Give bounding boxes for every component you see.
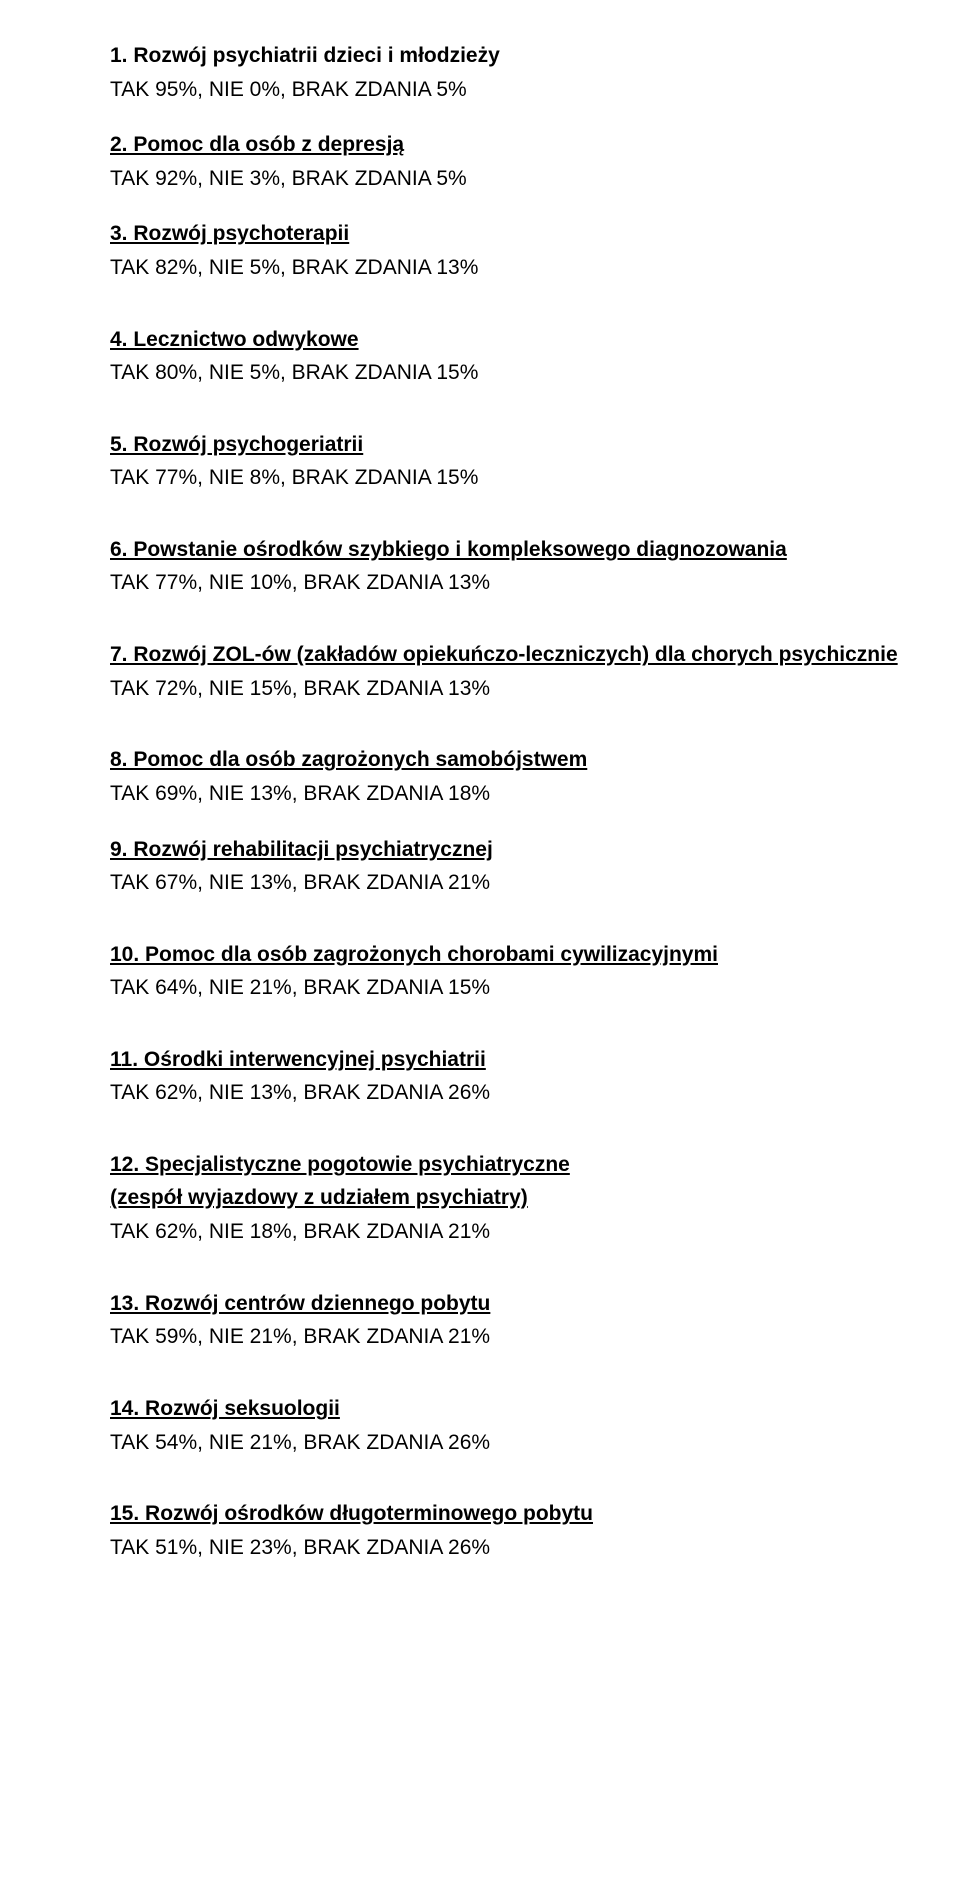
item-heading: 10. Pomoc dla osób zagrożonych chorobami… [110, 939, 900, 971]
survey-item: 10. Pomoc dla osób zagrożonych chorobami… [110, 939, 900, 1006]
item-stats: TAK 82%, NIE 5%, BRAK ZDANIA 13% [110, 250, 900, 286]
survey-item: 12. Specjalistyczne pogotowie psychiatry… [110, 1149, 900, 1250]
item-stats: TAK 95%, NIE 0%, BRAK ZDANIA 5% [110, 72, 900, 108]
item-heading: 7. Rozwój ZOL-ów (zakładów opiekuńczo-le… [110, 639, 900, 671]
survey-item: 6. Powstanie ośrodków szybkiego i komple… [110, 534, 900, 601]
item-stats: TAK 51%, NIE 23%, BRAK ZDANIA 26% [110, 1530, 900, 1566]
item-heading: 3. Rozwój psychoterapii [110, 218, 900, 250]
survey-item: 11. Ośrodki interwencyjnej psychiatriiTA… [110, 1044, 900, 1111]
survey-item: 1. Rozwój psychiatrii dzieci i młodzieży… [110, 40, 900, 107]
item-stats: TAK 77%, NIE 10%, BRAK ZDANIA 13% [110, 565, 900, 601]
item-stats: TAK 62%, NIE 18%, BRAK ZDANIA 21% [110, 1214, 900, 1250]
item-stats: TAK 67%, NIE 13%, BRAK ZDANIA 21% [110, 865, 900, 901]
item-heading: 11. Ośrodki interwencyjnej psychiatrii [110, 1044, 900, 1076]
survey-item: 8. Pomoc dla osób zagrożonych samobójstw… [110, 744, 900, 811]
item-heading: 8. Pomoc dla osób zagrożonych samobójstw… [110, 744, 900, 776]
item-heading: 4. Lecznictwo odwykowe [110, 324, 900, 356]
item-heading: 1. Rozwój psychiatrii dzieci i młodzieży [110, 40, 900, 72]
survey-item: 15. Rozwój ośrodków długoterminowego pob… [110, 1498, 900, 1565]
survey-item: 5. Rozwój psychogeriatriiTAK 77%, NIE 8%… [110, 429, 900, 496]
item-stats: TAK 72%, NIE 15%, BRAK ZDANIA 13% [110, 671, 900, 707]
item-heading: 13. Rozwój centrów dziennego pobytu [110, 1288, 900, 1320]
item-heading: 12. Specjalistyczne pogotowie psychiatry… [110, 1149, 900, 1181]
item-heading: 15. Rozwój ośrodków długoterminowego pob… [110, 1498, 900, 1530]
item-stats: TAK 64%, NIE 21%, BRAK ZDANIA 15% [110, 970, 900, 1006]
survey-item: 4. Lecznictwo odwykoweTAK 80%, NIE 5%, B… [110, 324, 900, 391]
item-stats: TAK 59%, NIE 21%, BRAK ZDANIA 21% [110, 1319, 900, 1355]
survey-item: 9. Rozwój rehabilitacji psychiatrycznejT… [110, 834, 900, 901]
item-stats: TAK 77%, NIE 8%, BRAK ZDANIA 15% [110, 460, 900, 496]
document-page: 1. Rozwój psychiatrii dzieci i młodzieży… [0, 0, 960, 1663]
item-stats: TAK 62%, NIE 13%, BRAK ZDANIA 26% [110, 1075, 900, 1111]
item-subheading: (zespół wyjazdowy z udziałem psychiatry) [110, 1181, 900, 1215]
item-stats: TAK 92%, NIE 3%, BRAK ZDANIA 5% [110, 161, 900, 197]
survey-item: 13. Rozwój centrów dziennego pobytuTAK 5… [110, 1288, 900, 1355]
item-stats: TAK 54%, NIE 21%, BRAK ZDANIA 26% [110, 1425, 900, 1461]
item-stats: TAK 80%, NIE 5%, BRAK ZDANIA 15% [110, 355, 900, 391]
item-heading: 14. Rozwój seksuologii [110, 1393, 900, 1425]
item-heading: 5. Rozwój psychogeriatrii [110, 429, 900, 461]
item-heading: 9. Rozwój rehabilitacji psychiatrycznej [110, 834, 900, 866]
item-stats: TAK 69%, NIE 13%, BRAK ZDANIA 18% [110, 776, 900, 812]
item-heading: 2. Pomoc dla osób z depresją [110, 129, 900, 161]
survey-item: 7. Rozwój ZOL-ów (zakładów opiekuńczo-le… [110, 639, 900, 706]
survey-item: 14. Rozwój seksuologiiTAK 54%, NIE 21%, … [110, 1393, 900, 1460]
survey-item: 2. Pomoc dla osób z depresjąTAK 92%, NIE… [110, 129, 900, 196]
item-heading: 6. Powstanie ośrodków szybkiego i komple… [110, 534, 900, 566]
survey-item: 3. Rozwój psychoterapiiTAK 82%, NIE 5%, … [110, 218, 900, 285]
